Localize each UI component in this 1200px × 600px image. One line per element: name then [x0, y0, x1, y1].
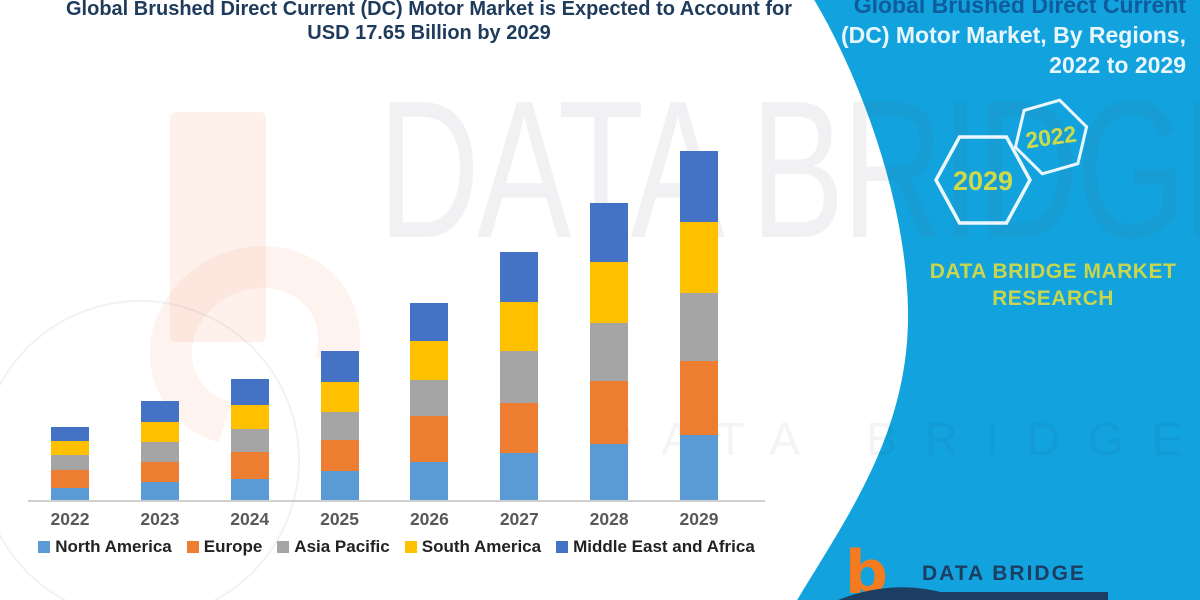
- bar-2022-segment-asia-pacific: [51, 454, 89, 471]
- bar-2025-segment-middle-east-and-africa: [320, 350, 359, 382]
- bar-2025-segment-europe: [320, 440, 359, 472]
- hexagon-2022: [1013, 98, 1089, 176]
- bar-2027-segment-asia-pacific: [500, 351, 539, 404]
- legend-label-europe: Europe: [203, 537, 263, 556]
- bar-2029-segment-asia-pacific: [679, 293, 718, 362]
- legend-label-middle-east-and-africa: Middle East and Africa: [573, 537, 755, 556]
- bar-2024-segment-asia-pacific: [230, 428, 269, 453]
- legend-item-north-america: North America: [38, 537, 172, 557]
- x-axis-label-2028: 2028: [589, 509, 629, 529]
- brand-name-line1: DATA BRIDGE MARKET: [929, 260, 1177, 283]
- side-panel-heading: Global Brushed Direct Current (DC) Motor…: [826, 0, 1186, 80]
- x-axis-label-2029: 2029: [679, 509, 719, 529]
- bar-2027-segment-south-america: [500, 301, 539, 352]
- stacked-bar-plot: 2022 2023 2024 2025 2026 2027 2028 2029: [50, 151, 719, 529]
- x-axis-label-2022: 2022: [50, 509, 90, 529]
- bar-2026-segment-asia-pacific: [410, 380, 449, 417]
- footer-logo-strip: [922, 592, 1108, 600]
- footer-logo-brand: DATA BRIDGE: [922, 562, 1086, 585]
- bar-2023-segment-middle-east-and-africa: [140, 401, 179, 422]
- bar-2022-segment-north-america: [51, 487, 89, 501]
- bar-2024: [230, 379, 269, 501]
- bar-2022-segment-middle-east-and-africa: [51, 427, 89, 442]
- x-axis-label-2026: 2026: [409, 509, 449, 529]
- bar-2028-segment-north-america: [590, 443, 629, 501]
- brand-name-line2: RESEARCH: [992, 287, 1114, 310]
- x-axis-line: [28, 500, 765, 502]
- legend-item-europe: Europe: [186, 537, 263, 557]
- legend-swatch-middle-east-and-africa: [556, 541, 569, 553]
- bar-2022-segment-europe: [51, 470, 89, 488]
- bar-2029-segment-middle-east-and-africa: [679, 151, 718, 222]
- bar-2029-segment-north-america: [679, 434, 718, 501]
- bar-2028: [590, 202, 629, 501]
- bar-2027: [500, 251, 539, 501]
- legend-label-asia-pacific: Asia Pacific: [294, 537, 390, 556]
- bar-2024-segment-south-america: [230, 404, 269, 429]
- hexagon-2029: [934, 135, 1032, 225]
- legend-swatch-asia-pacific: [277, 541, 290, 553]
- side-panel-heading-line2: (DC) Motor Market, By Regions,: [840, 22, 1186, 48]
- legend-label-south-america: South America: [421, 537, 542, 556]
- x-axis-label-2024: 2024: [230, 509, 270, 529]
- bar-2025-segment-north-america: [320, 471, 359, 501]
- legend-item-asia-pacific: Asia Pacific: [277, 537, 390, 557]
- hexagon-2029-label: 2029: [953, 166, 1013, 196]
- bar-2024-segment-europe: [230, 452, 269, 479]
- legend-item-middle-east-and-africa: Middle East and Africa: [556, 537, 755, 557]
- legend-swatch-europe: [186, 541, 199, 553]
- bar-2029-segment-south-america: [679, 221, 718, 294]
- bar-2026-segment-north-america: [410, 461, 449, 501]
- bar-2023-segment-asia-pacific: [140, 441, 179, 463]
- bar-2028-segment-asia-pacific: [590, 322, 629, 382]
- bar-2023-segment-south-america: [140, 421, 179, 442]
- bar-2029-segment-europe: [679, 361, 718, 435]
- legend-swatch-south-america: [404, 541, 417, 553]
- bar-2023-segment-north-america: [140, 482, 179, 501]
- x-axis-label-2023: 2023: [140, 509, 180, 529]
- bar-2026-segment-europe: [410, 416, 449, 462]
- bar-2022-segment-south-america: [51, 441, 89, 455]
- bar-2025-segment-asia-pacific: [320, 411, 359, 441]
- bar-2026-segment-middle-east-and-africa: [410, 302, 449, 341]
- bar-2028-segment-europe: [590, 381, 629, 444]
- bar-2024-segment-north-america: [230, 478, 269, 501]
- bar-2026: [410, 302, 449, 501]
- side-panel-heading-line3: 2022 to 2029: [1049, 52, 1186, 78]
- bar-2027-segment-middle-east-and-africa: [500, 251, 539, 302]
- bar-2026-segment-south-america: [410, 340, 449, 381]
- bar-2023: [140, 401, 179, 501]
- footer-logo-swoosh: [838, 587, 948, 600]
- chart-title-line1: Global Brushed Direct Current (DC) Motor…: [65, 0, 792, 20]
- legend-label-north-america: North America: [55, 537, 172, 556]
- x-axis-label-2027: 2027: [499, 509, 539, 529]
- bar-2025: [320, 350, 359, 501]
- bar-2028-segment-middle-east-and-africa: [590, 202, 629, 262]
- chart-title-line2: USD 17.65 Billion by 2029: [307, 22, 551, 44]
- bar-2025-segment-south-america: [320, 382, 359, 412]
- brand-name: DATA BRIDGE MARKET RESEARCH: [906, 258, 1200, 312]
- chart-legend: North America Europe Asia Pacific South Ame…: [18, 537, 775, 557]
- chart-title: Global Brushed Direct Current (DC) Motor…: [0, 0, 858, 45]
- legend-item-south-america: South America: [404, 537, 542, 557]
- x-axis-label-2025: 2025: [320, 509, 360, 529]
- bar-2029: [679, 151, 718, 501]
- bar-2027-segment-europe: [500, 403, 539, 454]
- side-panel-heading-line1: Global Brushed Direct Current: [853, 0, 1186, 18]
- hexagon-2022-label: 2022: [1024, 121, 1078, 154]
- bar-2023-segment-europe: [140, 462, 179, 483]
- legend-swatch-north-america: [38, 541, 51, 553]
- bar-2024-segment-middle-east-and-africa: [230, 379, 269, 405]
- side-panel-shape: [797, 0, 1200, 600]
- bar-2022: [51, 427, 89, 501]
- bar-2027-segment-north-america: [500, 453, 539, 501]
- bar-2028-segment-south-america: [590, 261, 629, 323]
